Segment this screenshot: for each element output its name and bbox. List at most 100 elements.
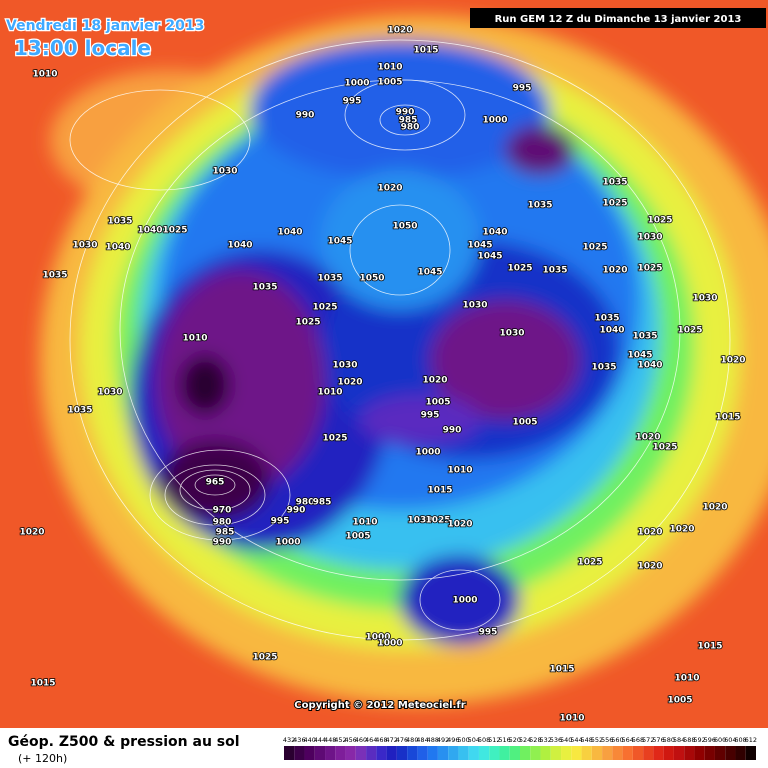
isobar-label: 1035 [107,217,132,227]
isobar-label: 1005 [512,418,537,428]
isobar-label: 1020 [602,266,627,276]
isobar-label: 1015 [697,642,722,652]
isobar-label: 1020 [702,503,727,513]
scale-swatch [663,746,674,760]
scale-swatch [284,746,295,760]
isobar-label: 1000 [365,633,390,643]
isobar-label: 1035 [42,271,67,281]
isobar-label: 990 [287,506,306,516]
scale-label: 528 [529,736,541,744]
isobar-label: 1040 [482,228,507,238]
scale-swatch [653,746,664,760]
isobar-label: 1020 [637,562,662,572]
scale-label: 448 [324,736,336,744]
isobar-label: 1035 [317,274,342,284]
isobar-label: 995 [513,84,532,94]
isobar-label: 1030 [212,167,237,177]
date: Vendredi 18 janvier 2013 [6,18,204,34]
isobar-label: 1025 [677,326,702,336]
isobar-label: 1035 [252,283,277,293]
isobar-label: 1035 [602,178,627,188]
scale-swatch [622,746,633,760]
isobar-label: 1015 [413,46,438,56]
isobar-label: 1025 [637,264,662,274]
scale-label: 436 [293,736,305,744]
scale-swatch [458,746,469,760]
isobar-label: 990 [443,426,462,436]
isobar-label: 1025 [647,216,672,226]
isobar-label: 1025 [425,516,450,526]
isobar-label: 1010 [352,518,377,528]
scale-label: 440 [303,736,315,744]
scale-swatch [735,746,746,760]
isobar-label: 1005 [345,532,370,542]
isobar-label: 1030 [637,233,662,243]
isobar-label: 1015 [30,679,55,689]
isobar-label: 1045 [467,241,492,251]
scale-label: 508 [478,736,490,744]
scale-swatch [509,746,520,760]
scale-label: 608 [734,736,746,744]
scale-label: 512 [488,736,500,744]
isobar-label: 1000 [482,116,507,126]
run-box [470,8,766,28]
scale-swatch [540,746,551,760]
isobar-label: 1005 [377,78,402,88]
scale-swatch [673,746,685,760]
isobar-label: 1000 [377,639,402,649]
isobar-label: 1040 [637,361,662,371]
scale-swatch [684,746,695,760]
isobar-label: 1015 [427,486,452,496]
scale-label: 540 [560,736,572,744]
isobar-label: 1020 [19,528,44,538]
scale-label: 568 [632,736,644,744]
scale-label: 472 [386,736,398,744]
scale-swatch [571,746,582,760]
isobar-label: 985 [313,498,332,508]
isobar-label: 990 [213,538,232,548]
isobar-label: 995 [479,628,498,638]
scale-label: 456 [344,736,356,744]
scale-label: 548 [580,736,592,744]
scale-swatch [714,746,726,760]
isobar-label: 1045 [627,351,652,361]
isobar-label: 1025 [577,558,602,568]
scale-label: 588 [683,736,695,744]
isobar-label: 1020 [422,376,447,386]
scale-swatch [602,746,613,760]
scale-swatch [376,746,387,760]
isobar-label: 1050 [359,274,384,284]
scale-swatch [468,746,479,760]
isobar-label: 1040 [277,228,302,238]
isobar-label: 980 [296,498,315,508]
isobar-label: 1010 [559,714,584,724]
isobar-label: 1000 [275,538,300,548]
scale-label: 532 [539,736,551,744]
isobar-label: 1040 [227,241,252,251]
scale-swatch [294,746,305,760]
isobar-label: 1020 [447,520,472,530]
isobar-label: 1035 [542,266,567,276]
isobar-label: 1000 [415,448,440,458]
isobar-label: 1030 [462,301,487,311]
scale-swatch [489,746,500,760]
isobar-label: 1005 [667,696,692,706]
scale-label: 468 [375,736,387,744]
scale-swatch [427,746,438,760]
scale-label: 432 [283,736,295,744]
scale-swatch [581,746,592,760]
scale-label: 464 [365,736,377,744]
isobar-label: 1035 [67,406,92,416]
isobar-label: 1030 [97,388,122,398]
isobar-label: 1020 [387,26,412,36]
isobar-label: 1025 [582,243,607,253]
isobar-label: 1010 [182,334,207,344]
scale-swatch [325,746,336,760]
isobar-label: 1035 [632,332,657,342]
isobar-label: 980 [213,518,232,528]
isobar-label: 970 [213,506,232,516]
scale-label: 564 [622,736,634,744]
scale-swatch [366,746,377,760]
isobar-label: 1030 [692,294,717,304]
isobar-label: 990 [296,111,315,121]
